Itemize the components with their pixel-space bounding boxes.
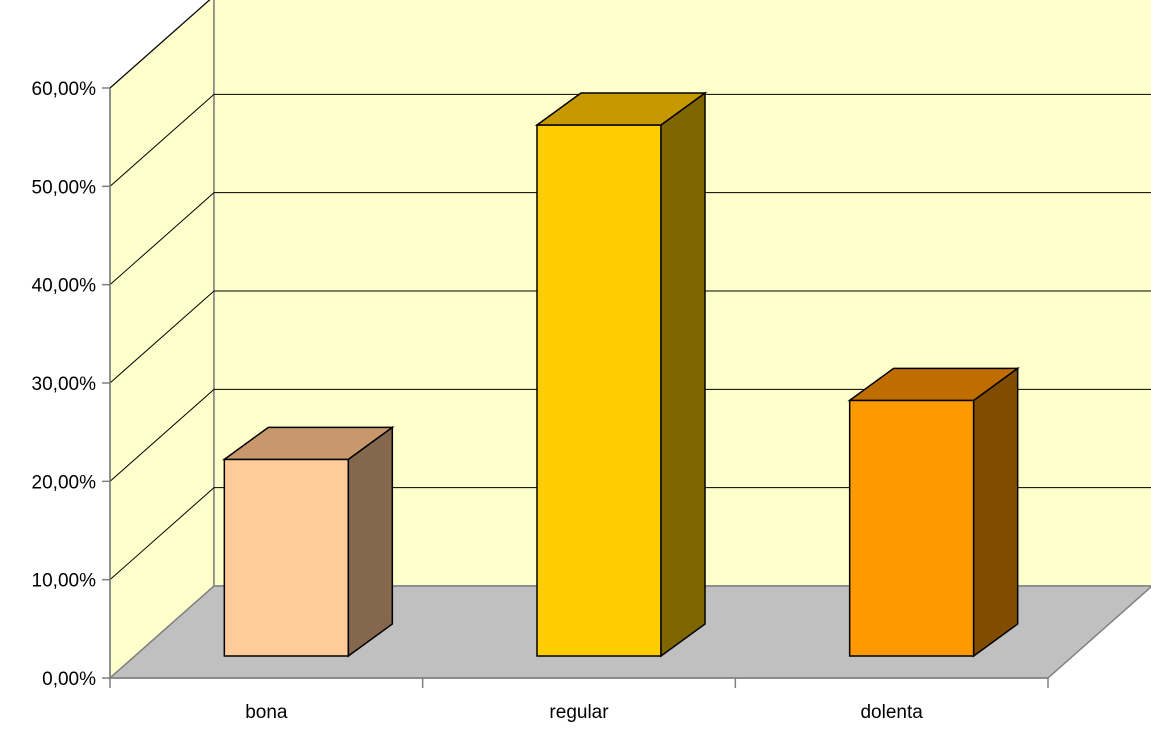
gridline: [109, 290, 1151, 384]
y-tick-label: 10,00%: [32, 571, 97, 592]
bar-regular-front: [536, 124, 662, 657]
gridlines: [109, 0, 1151, 581]
y-tick-label: 30,00%: [32, 374, 97, 395]
x-category-label: regular: [549, 702, 609, 723]
y-tick-label: 60,00%: [32, 79, 97, 100]
x-category-label: dolenta: [860, 702, 923, 723]
bar-regular-side: [660, 91, 706, 658]
bar-bona-top: [222, 426, 395, 461]
axis-labels: 0,00% 10,00% 20,00% 30,00% 40,00% 50,00% 60,00…: [32, 79, 924, 723]
gridline: [109, 487, 1151, 581]
y-tick-label: 0,00%: [42, 669, 96, 690]
gridline: [109, 93, 1151, 187]
y-tick-label: 50,00%: [32, 177, 97, 198]
bar-dolenta-top: [847, 367, 1020, 402]
gridline: [109, 388, 1151, 482]
bar-regular-top: [534, 92, 708, 126]
bars: [222, 91, 1020, 658]
gridline: [109, 192, 1151, 286]
side-wall: [109, 0, 215, 680]
gridline: [109, 0, 211, 89]
bar-dolenta-front: [848, 399, 975, 657]
bar-dolenta-side: [972, 366, 1019, 658]
x-category-label: bona: [245, 702, 288, 723]
axes: [102, 87, 1049, 688]
bar-bona-front: [223, 458, 350, 657]
bar-bona-side: [347, 425, 394, 658]
y-tick-label: 40,00%: [32, 276, 97, 297]
y-tick-label: 20,00%: [32, 472, 97, 493]
